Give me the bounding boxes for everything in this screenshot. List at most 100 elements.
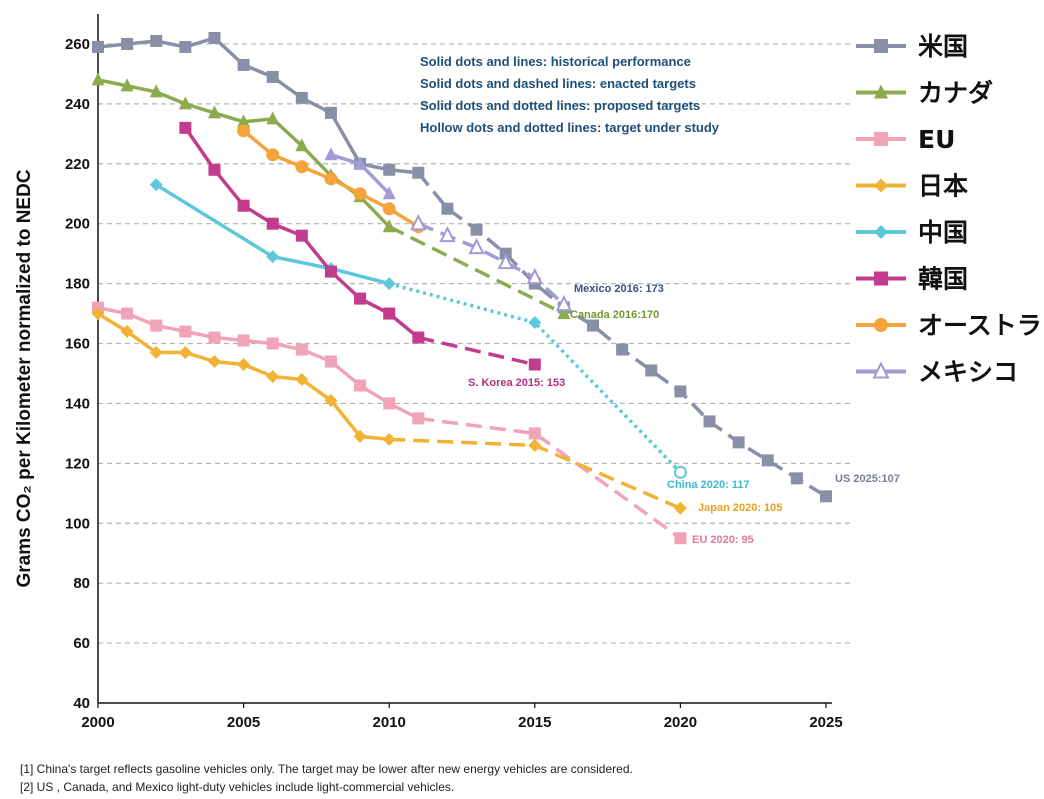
legend-label: EU [918, 125, 955, 154]
legend-item: 日本 [856, 172, 968, 201]
data-point [295, 160, 309, 174]
data-label: US 2025:107 [835, 473, 900, 485]
data-point [382, 219, 396, 233]
data-point [266, 217, 279, 230]
data-point [178, 96, 192, 110]
data-point [412, 166, 425, 179]
data-point [266, 148, 280, 162]
data-point [555, 294, 573, 312]
y-tick-label: 120 [65, 455, 90, 472]
data-point [324, 147, 338, 161]
series-target-line [416, 171, 827, 498]
y-tick-label: 180 [65, 276, 90, 293]
data-point [266, 369, 280, 383]
y-tick-label: 260 [65, 36, 90, 53]
data-point [353, 429, 367, 443]
y-tick-label: 60 [73, 635, 90, 652]
series [324, 147, 573, 312]
series [179, 121, 541, 371]
data-point [354, 292, 367, 305]
data-point [790, 472, 803, 485]
data-point [470, 223, 483, 236]
legend-label: 米国 [918, 32, 968, 61]
data-point [150, 319, 163, 332]
data-label: China 2020: 117 [667, 479, 750, 491]
data-point [295, 343, 308, 356]
footnote-1: [1] China's target reflects gasoline veh… [20, 762, 633, 776]
data-point [872, 361, 890, 379]
data-point [412, 412, 425, 425]
data-point [528, 316, 542, 330]
y-axis-label: Grams CO₂ per Kilometer normalized to NE… [14, 169, 35, 587]
data-point [179, 40, 192, 53]
data-point [120, 325, 134, 339]
data-point [673, 465, 687, 479]
legend-label: カナダ [918, 79, 993, 108]
data-point [382, 432, 396, 446]
data-point [91, 307, 105, 321]
y-tick-label: 220 [65, 156, 90, 173]
series [92, 301, 687, 545]
data-point [353, 156, 367, 170]
data-point [468, 237, 485, 255]
data-point [324, 106, 337, 119]
x-tick-label: 2005 [227, 714, 260, 731]
data-point [497, 252, 514, 270]
x-tick-label: 2010 [373, 714, 406, 731]
data-point [383, 397, 396, 410]
data-point [732, 436, 745, 449]
chart-note: Solid dots and dotted lines: proposed ta… [420, 98, 700, 113]
series [91, 307, 687, 515]
chart-note: Hollow dots and dotted lines: target und… [420, 120, 720, 135]
data-point [91, 72, 105, 86]
data-label: S. Korea 2015: 153 [468, 377, 565, 389]
data-point [874, 318, 888, 332]
data-point [820, 490, 832, 503]
y-tick-label: 160 [65, 336, 90, 353]
data-point [120, 78, 134, 92]
data-point [237, 58, 250, 71]
data-point [121, 37, 134, 50]
y-tick-label: 80 [73, 575, 90, 592]
legend-item: カナダ [856, 79, 993, 108]
data-label: Mexico 2016: 173 [574, 283, 664, 295]
legend-item: オーストラ [856, 311, 1042, 340]
data-point [208, 331, 221, 344]
data-point [179, 121, 192, 134]
y-tick-label: 140 [65, 395, 90, 412]
legend-item: EU [856, 125, 955, 154]
data-point [528, 438, 542, 452]
legend-label: 韓国 [918, 265, 968, 294]
series-target-line [388, 225, 565, 316]
legend-item: 韓国 [856, 265, 968, 294]
data-point [178, 346, 192, 360]
data-point [237, 124, 251, 138]
data-point [237, 334, 250, 347]
data-point [324, 355, 337, 368]
data-point [874, 84, 888, 99]
legend-label: オーストラ [918, 311, 1042, 340]
data-point [874, 178, 888, 193]
data-point [149, 346, 163, 360]
data-label: EU 2020: 95 [692, 534, 754, 546]
data-point [383, 163, 396, 176]
data-point [179, 325, 192, 338]
data-point [441, 202, 454, 215]
data-point [149, 84, 163, 98]
data-point [324, 393, 338, 407]
footnote-2: [2] US , Canada, and Mexico light-duty v… [20, 780, 455, 794]
x-tick-label: 2000 [81, 714, 114, 731]
data-point [237, 357, 251, 371]
data-point [528, 358, 541, 371]
annotations: US 2025:107 Canada 2016:170 EU 2020: 95 Jap… [468, 283, 900, 546]
data-point [324, 265, 337, 278]
data-point [587, 319, 600, 332]
data-point [526, 267, 543, 285]
data-point [645, 364, 658, 377]
data-point [412, 331, 425, 344]
series [237, 124, 425, 234]
data-point [295, 229, 308, 242]
series-line [97, 305, 420, 420]
data-point [266, 337, 279, 350]
